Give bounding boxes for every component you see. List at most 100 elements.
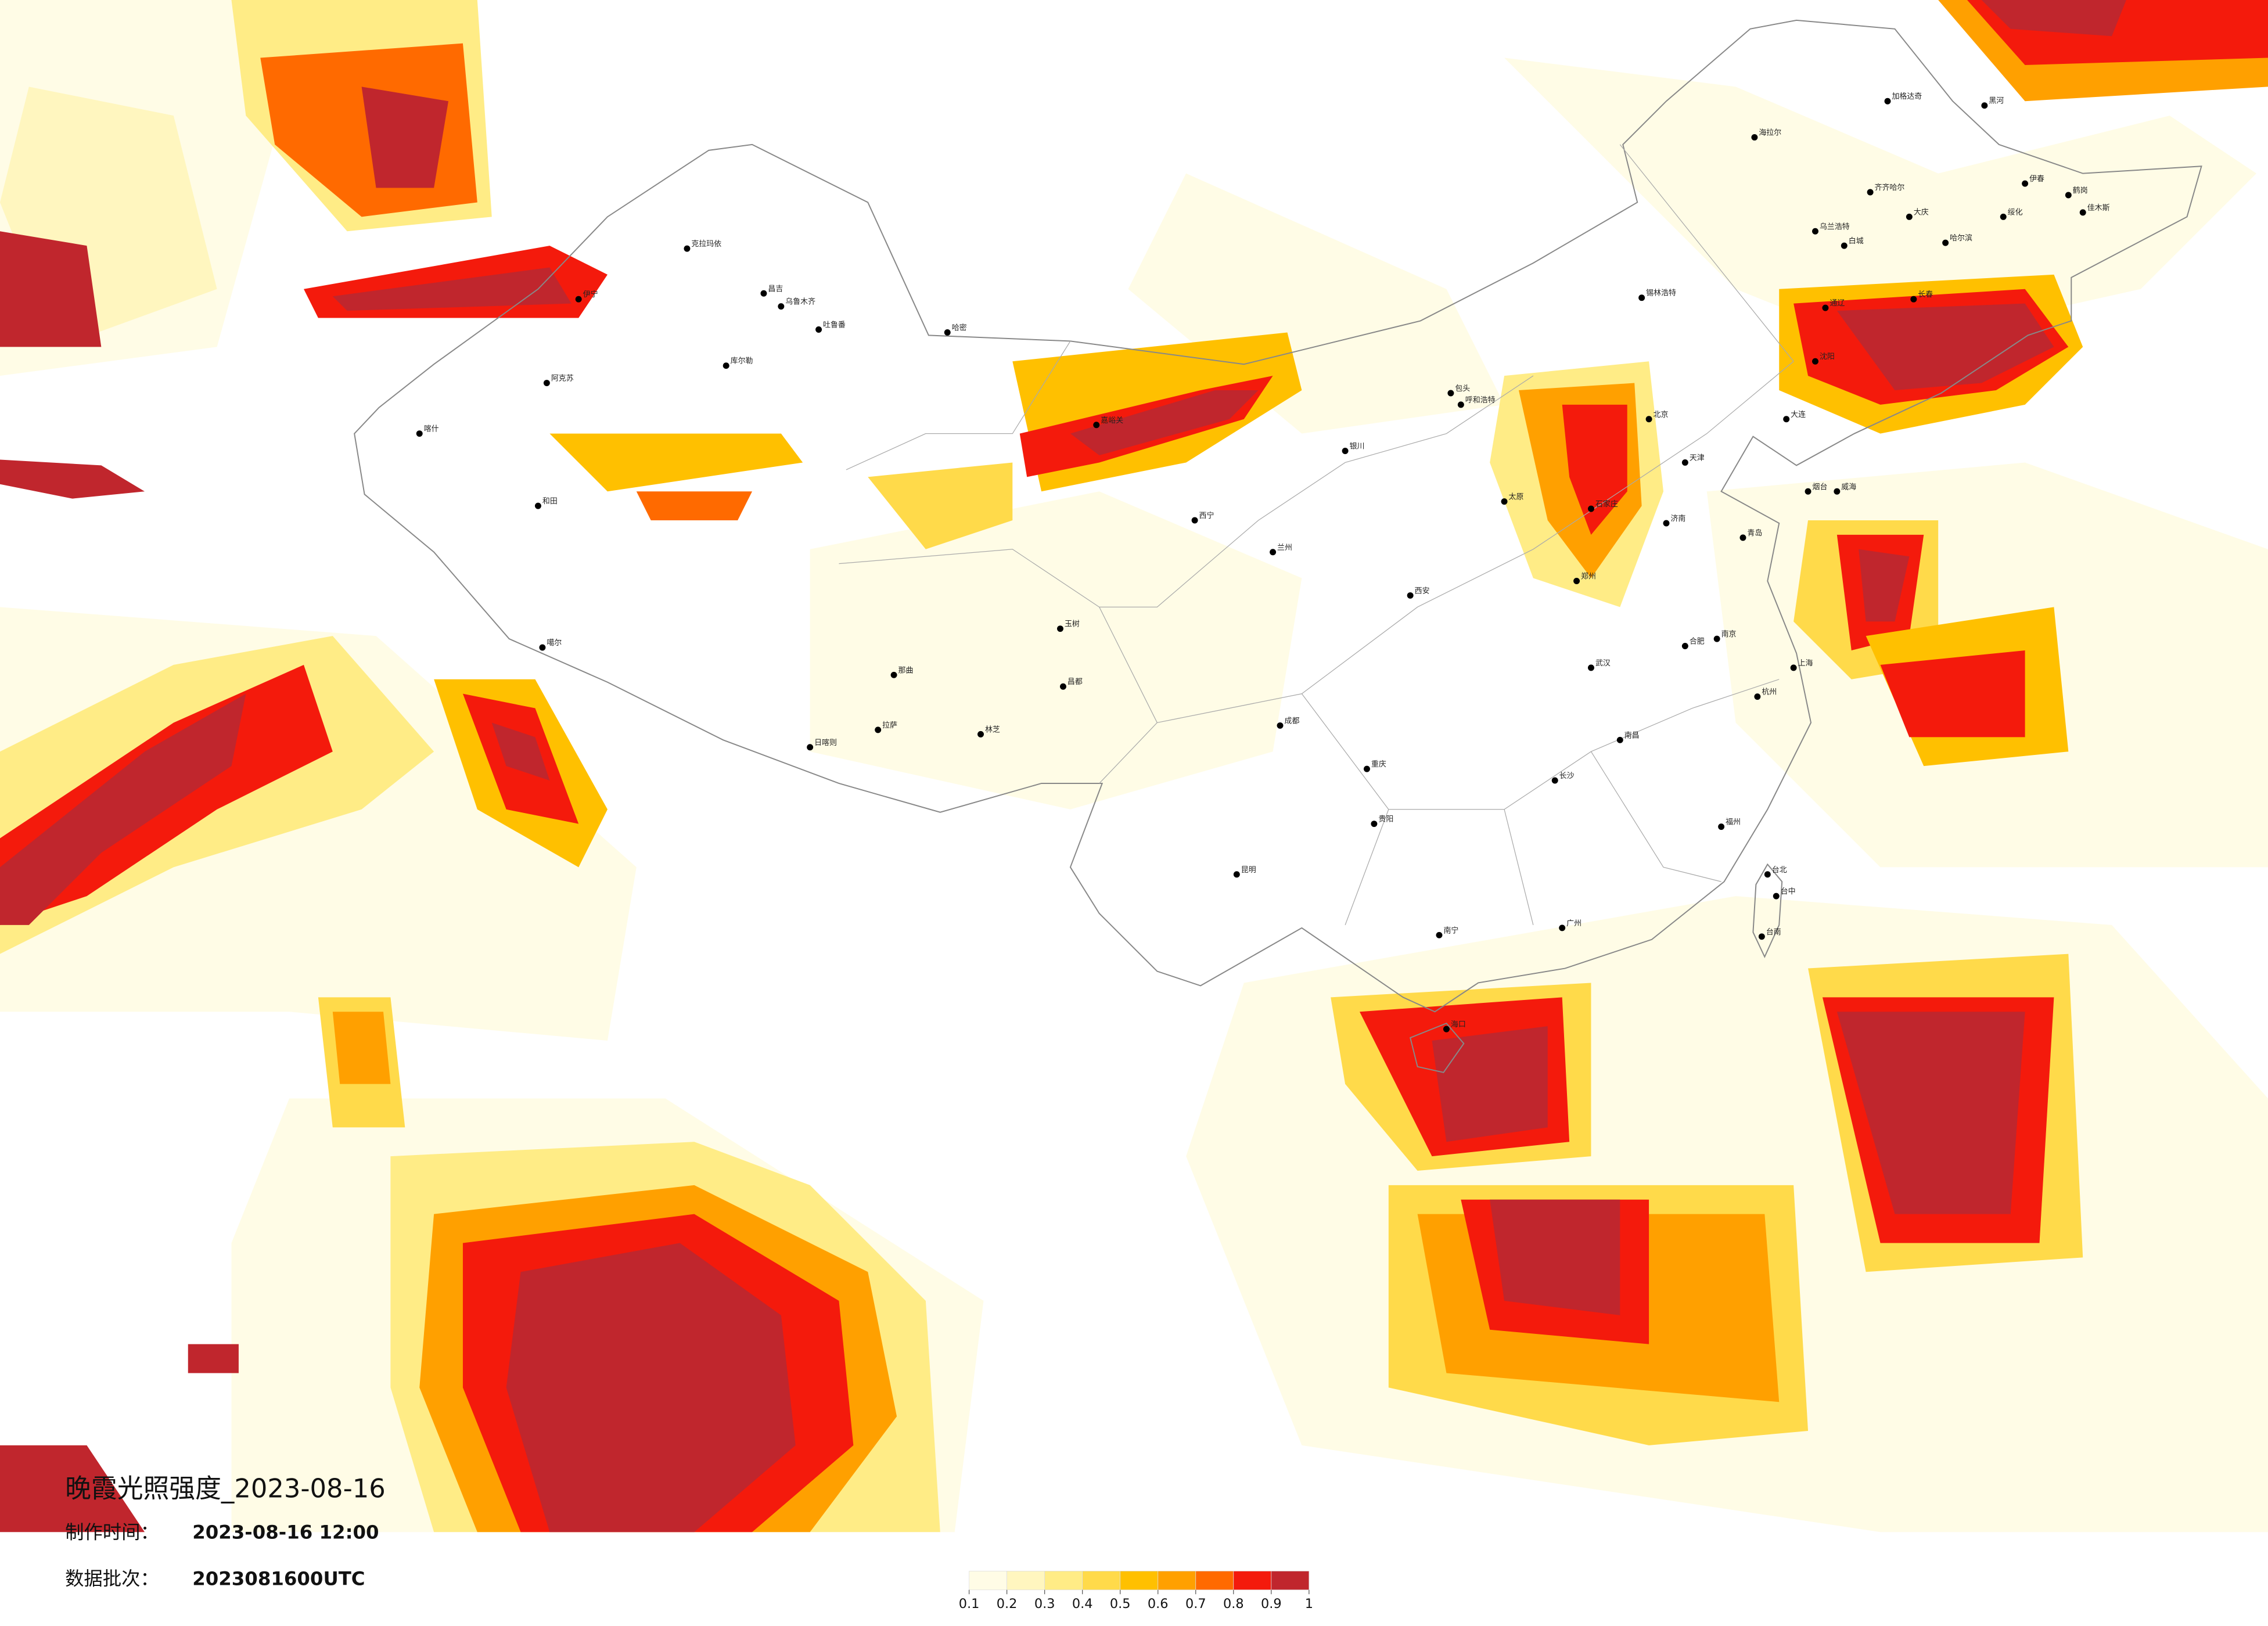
heat-patch <box>0 231 102 347</box>
city-label: 太原 <box>1509 493 1524 502</box>
batch-label: 数据批次： <box>65 1567 159 1589</box>
city-label: 吐鲁番 <box>823 321 846 330</box>
city-label: 锡林浩特 <box>1646 289 1676 298</box>
city-label: 上海 <box>1798 659 1813 668</box>
city-dot <box>543 380 550 387</box>
city-label: 库尔勒 <box>731 357 753 366</box>
city-dot <box>977 731 984 738</box>
heat-patch <box>1504 57 2257 347</box>
heat-patch <box>0 693 246 925</box>
city-label: 威海 <box>1841 483 1856 491</box>
heat-patch <box>549 433 803 492</box>
city-label: 阿克苏 <box>551 374 574 383</box>
heat-patch <box>188 1344 239 1373</box>
city-label: 重庆 <box>1371 760 1386 769</box>
city-label: 乌兰浩特 <box>1820 222 1850 231</box>
city-dot <box>1790 664 1797 671</box>
city-dot <box>1059 683 1066 690</box>
city-label: 西宁 <box>1199 511 1214 520</box>
city-dot <box>684 245 691 252</box>
heat-patch <box>332 1012 391 1084</box>
heat-patch <box>1859 549 1910 622</box>
city-dot <box>1363 765 1370 772</box>
city-dot <box>807 744 814 751</box>
city-dot <box>1681 459 1688 466</box>
legend-tick-label: 1 <box>1305 1596 1313 1611</box>
heat-patch <box>1981 0 2126 37</box>
city-dot <box>1751 134 1758 141</box>
legend-tick-label: 0.7 <box>1185 1596 1206 1611</box>
city-dot <box>944 329 951 336</box>
map-title: 晚霞光照强度_2023-08-16 <box>65 1473 386 1504</box>
heat-patch <box>1128 173 1505 434</box>
city-label: 西安 <box>1415 587 1430 595</box>
city-dot <box>1559 924 1566 931</box>
city-dot <box>1270 549 1277 556</box>
city-label: 佳木斯 <box>2087 204 2110 213</box>
city-dot <box>1573 578 1580 585</box>
city-dot <box>1587 664 1594 671</box>
city-dot <box>1681 643 1688 650</box>
city-label: 福州 <box>1726 818 1741 827</box>
city-dot <box>1758 933 1765 940</box>
legend-tick-label: 0.3 <box>1034 1596 1055 1611</box>
city-dot <box>1718 823 1725 830</box>
city-dot <box>1884 98 1891 105</box>
city-label: 台中 <box>1781 887 1796 896</box>
city-dot <box>1663 520 1670 527</box>
legend: 0.1 0.2 0.3 0.4 0.5 0.6 0.7 0.8 0.9 1 <box>959 1571 1313 1611</box>
city-dot <box>1587 505 1594 512</box>
city-label: 天津 <box>1690 454 1705 462</box>
city-dot <box>1834 488 1841 495</box>
city-label: 噶尔 <box>547 639 562 647</box>
city-label: 通辽 <box>1830 299 1845 308</box>
city-label: 大连 <box>1791 410 1806 419</box>
city-label: 哈尔滨 <box>1950 233 1972 243</box>
city-label: 绥化 <box>2008 208 2023 217</box>
city-dot <box>815 326 822 333</box>
city-label: 沈阳 <box>1820 352 1835 361</box>
city-dot <box>1436 931 1443 938</box>
city-dot <box>1754 693 1761 700</box>
city-label: 兰州 <box>1277 544 1292 552</box>
heat-layer <box>0 0 2268 1533</box>
legend-swatch <box>1195 1571 1234 1591</box>
legend-swatch <box>969 1571 1007 1591</box>
city-label: 烟台 <box>1813 483 1828 491</box>
made-time-value: 2023-08-16 12:00 <box>192 1521 379 1544</box>
city-dot <box>1616 736 1623 743</box>
city-label: 玉树 <box>1065 620 1080 629</box>
city-dot <box>2022 180 2029 187</box>
city-dot <box>1501 498 1508 505</box>
city-dot <box>1551 777 1558 784</box>
city-label: 喀什 <box>424 425 439 434</box>
city-label: 合肥 <box>1690 638 1705 646</box>
city-label: 石家庄 <box>1595 499 1618 509</box>
city-dot <box>1057 625 1063 632</box>
borders <box>354 19 2202 1073</box>
heat-patch <box>1490 1199 1620 1315</box>
city-dot <box>1645 416 1652 423</box>
heat-patch <box>0 459 145 499</box>
city-label: 伊春 <box>2029 175 2044 184</box>
city-label: 呼和浩特 <box>1465 396 1496 405</box>
heat-patch <box>361 87 449 188</box>
legend-swatch <box>1120 1571 1159 1591</box>
city-dot <box>1822 304 1829 311</box>
legend-tick-label: 0.5 <box>1110 1596 1131 1611</box>
city-label: 和田 <box>542 497 558 506</box>
city-label: 嘉峪关 <box>1101 416 1123 425</box>
legend-swatch <box>1082 1571 1121 1591</box>
city-dot <box>1457 401 1464 408</box>
city-dot <box>1191 517 1198 524</box>
city-label: 昌都 <box>1067 678 1083 686</box>
city-dot <box>1981 102 1988 109</box>
city-dot <box>1447 390 1454 397</box>
city-dot <box>1867 189 1874 196</box>
city-dot <box>1371 821 1378 828</box>
city-label: 林芝 <box>985 725 1000 734</box>
city-label: 海口 <box>1451 1020 1466 1029</box>
city-dot <box>1093 422 1100 429</box>
